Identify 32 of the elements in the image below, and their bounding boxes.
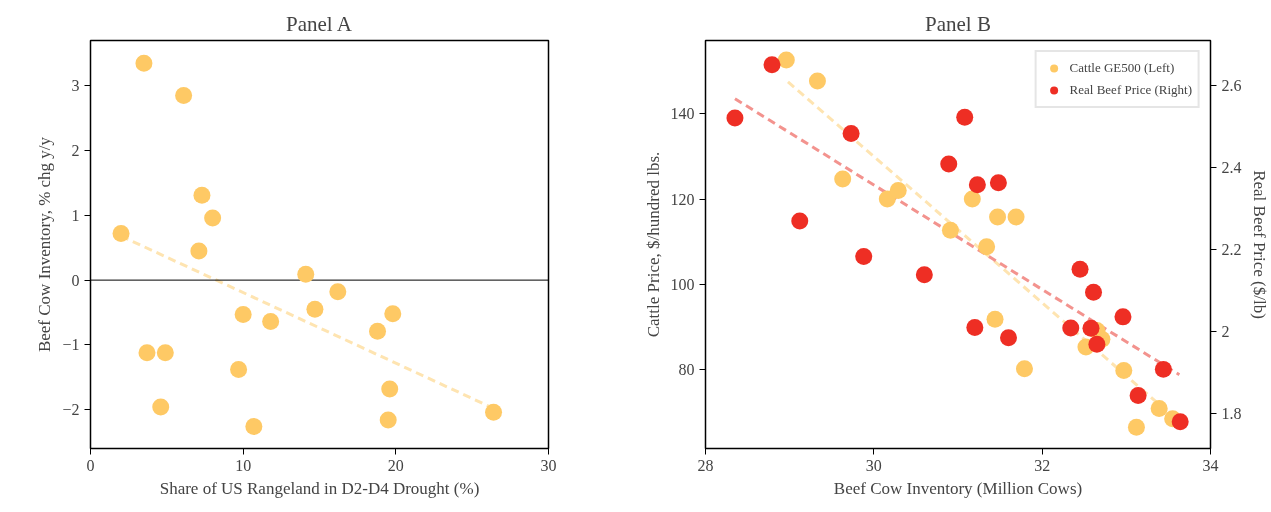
- y2-tick-label: 2.2: [1221, 241, 1242, 259]
- x-tick-label: 20: [387, 456, 404, 474]
- x-tick-label: 34: [1202, 456, 1219, 474]
- x-tick-label: 30: [865, 456, 882, 474]
- y-tick-label: −1: [62, 336, 80, 354]
- x-tick-label: 28: [697, 456, 714, 474]
- y-tick-label: 3: [71, 77, 80, 95]
- y-tick-label: 120: [670, 190, 695, 208]
- y-axis-title: Beef Cow Inventory, % chg y/y: [35, 136, 55, 353]
- y2-axis-title: Real Beef Price ($/lb): [1249, 170, 1269, 319]
- legend-label: Cattle GE500 (Left): [1069, 60, 1175, 76]
- chart-title: Panel A: [285, 11, 353, 36]
- y2-tick-label: 2: [1221, 323, 1230, 341]
- y2-tick-label: 2.6: [1221, 77, 1242, 95]
- y-tick-label: 80: [678, 361, 695, 379]
- x-tick-label: 32: [1034, 456, 1051, 474]
- chart-title: Panel B: [925, 11, 991, 36]
- x-axis-title: Beef Cow Inventory (Million Cows): [833, 478, 1083, 498]
- y-tick-label: 1: [71, 206, 80, 224]
- y2-tick-label: 1.8: [1221, 405, 1242, 423]
- y-axis-title: Cattle Price, $/hundred lbs.: [643, 151, 663, 338]
- y-tick-label: 100: [670, 275, 695, 293]
- y-tick-label: 0: [71, 271, 80, 289]
- y2-tick-label: 2.4: [1221, 159, 1242, 177]
- y-tick-label: 140: [670, 105, 695, 123]
- x-axis-title: Share of US Rangeland in D2-D4 Drought (%): [159, 478, 480, 498]
- x-tick-label: 30: [540, 456, 557, 474]
- x-tick-label: 10: [235, 456, 252, 474]
- y-tick-label: 2: [71, 142, 80, 160]
- x-tick-label: 0: [86, 456, 95, 474]
- y-tick-label: −2: [62, 401, 80, 419]
- legend-label: Real Beef Price (Right): [1069, 82, 1192, 98]
